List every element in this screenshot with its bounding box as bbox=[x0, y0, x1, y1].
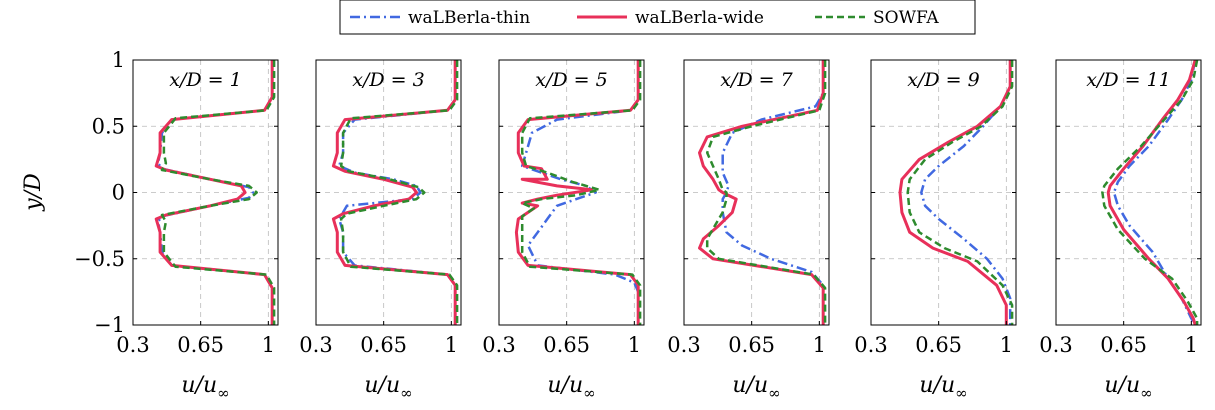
series-group bbox=[154, 60, 276, 325]
x-tick-label: 1 bbox=[262, 333, 275, 357]
series-line-walberla-thin bbox=[520, 60, 640, 325]
panel-2: x/D = 3 0.3 0.65 1 u/u∞ bbox=[299, 59, 462, 402]
panel-title: x/D = 5 bbox=[535, 69, 607, 91]
panels-group: x/D = 1 0.3 0.65 1 u/u∞ 1 0.5 0 −0.5 −1 x/D = 3 0.3… bbox=[74, 48, 1202, 402]
x-tick-label: 1 bbox=[445, 333, 458, 357]
x-tick-label: 1 bbox=[628, 333, 641, 357]
panel-title: x/D = 9 bbox=[907, 69, 979, 91]
x-tick-label: 0.65 bbox=[177, 333, 224, 357]
series-line-walberla-wide bbox=[698, 60, 825, 325]
panel-1: x/D = 1 0.3 0.65 1 u/u∞ 1 0.5 0 −0.5 −1 bbox=[74, 48, 279, 402]
series-line-walberla-thin bbox=[920, 60, 1012, 325]
series-line-sowfa bbox=[160, 60, 276, 325]
series-line-sowfa bbox=[1101, 60, 1199, 325]
panel-title: x/D = 7 bbox=[720, 69, 793, 91]
series-line-walberla-thin bbox=[721, 60, 825, 325]
x-tick-label: 0.65 bbox=[1100, 333, 1147, 357]
y-axis-label: y/D bbox=[21, 173, 46, 212]
series-line-walberla-wide bbox=[331, 60, 457, 325]
series-line-sowfa bbox=[520, 60, 642, 325]
y-tick-label: 1 bbox=[112, 48, 125, 72]
panel-4: x/D = 7 0.3 0.65 1 u/u∞ bbox=[667, 59, 830, 402]
x-axis-label-subscript: ∞ bbox=[1140, 384, 1153, 402]
legend-label-walberla-thin: waLBerla-thin bbox=[408, 8, 530, 28]
x-tick-label: 0.3 bbox=[116, 333, 149, 357]
series-line-sowfa bbox=[339, 60, 459, 325]
x-axis-label-subscript: ∞ bbox=[955, 384, 968, 402]
x-axis-label: u/u∞ bbox=[364, 373, 412, 402]
y-tick-label: −1 bbox=[94, 313, 125, 337]
x-tick-label: 0.65 bbox=[915, 333, 962, 357]
legend-label-sowfa: SOWFA bbox=[873, 8, 939, 28]
x-tick-label: 1 bbox=[1185, 333, 1198, 357]
series-group bbox=[1101, 60, 1199, 325]
legend-label-walberla-wide: waLBerla-wide bbox=[635, 8, 764, 28]
x-tick-label: 0.3 bbox=[1039, 333, 1072, 357]
series-line-walberla-thin bbox=[156, 60, 274, 325]
x-tick-label: 1 bbox=[1000, 333, 1013, 357]
x-axis-label-subscript: ∞ bbox=[583, 384, 596, 402]
x-tick-label: 0.3 bbox=[854, 333, 887, 357]
series-line-walberla-wide bbox=[514, 60, 640, 325]
x-axis-label: u/u∞ bbox=[919, 373, 967, 402]
panel-title: x/D = 11 bbox=[1086, 69, 1171, 91]
series-group bbox=[514, 60, 642, 325]
panel-title: x/D = 1 bbox=[169, 69, 241, 91]
y-tick-label: 0.5 bbox=[92, 114, 125, 138]
x-axis-label-subscript: ∞ bbox=[768, 384, 781, 402]
series-line-walberla-wide bbox=[898, 60, 1012, 325]
x-tick-label: 0.65 bbox=[360, 333, 407, 357]
series-line-walberla-thin bbox=[337, 60, 457, 325]
series-group bbox=[698, 60, 827, 325]
series-group bbox=[331, 60, 459, 325]
legend-frame bbox=[339, 0, 976, 35]
x-tick-label: 0.3 bbox=[667, 333, 700, 357]
x-tick-label: 0.3 bbox=[299, 333, 332, 357]
series-line-sowfa bbox=[906, 60, 1014, 325]
panel-3: x/D = 5 0.3 0.65 1 u/u∞ bbox=[482, 59, 645, 402]
y-tick-label: 0 bbox=[112, 181, 125, 205]
x-tick-label: 0.65 bbox=[543, 333, 590, 357]
series-line-walberla-wide bbox=[1106, 60, 1197, 325]
x-tick-label: 0.65 bbox=[728, 333, 775, 357]
panel-5: x/D = 9 0.3 0.65 1 u/u∞ bbox=[854, 59, 1017, 402]
panel-6: x/D = 11 0.3 0.65 1 u/u∞ bbox=[1039, 59, 1202, 402]
x-axis-label-subscript: ∞ bbox=[400, 384, 413, 402]
series-line-sowfa bbox=[705, 60, 827, 325]
panel-title: x/D = 3 bbox=[352, 69, 424, 91]
x-axis-label: u/u∞ bbox=[181, 373, 229, 402]
x-tick-label: 0.3 bbox=[482, 333, 515, 357]
x-tick-label: 1 bbox=[813, 333, 826, 357]
y-tick-label: −0.5 bbox=[74, 247, 125, 271]
x-axis-label: u/u∞ bbox=[547, 373, 595, 402]
legend: waLBerla-thin waLBerla-wide SOWFA bbox=[339, 0, 976, 35]
series-line-walberla-wide bbox=[154, 60, 274, 325]
x-axis-label: u/u∞ bbox=[1104, 373, 1152, 402]
x-axis-label: u/u∞ bbox=[732, 373, 780, 402]
series-group bbox=[898, 60, 1014, 325]
x-axis-label-subscript: ∞ bbox=[217, 384, 230, 402]
